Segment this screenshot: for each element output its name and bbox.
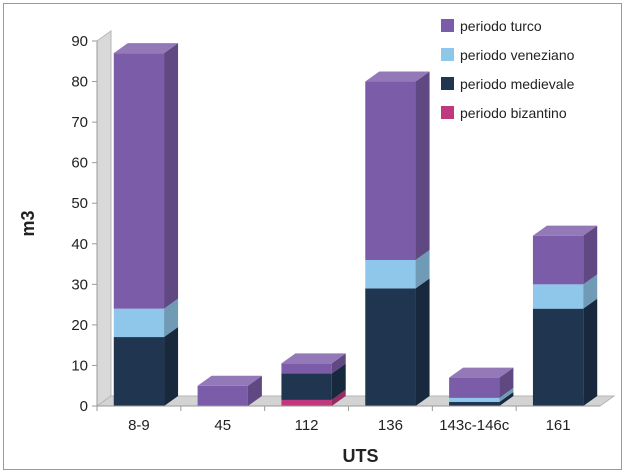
bar-segment-periodo-turco: [449, 367, 514, 398]
bar-front: [365, 260, 416, 289]
legend: periodo turco periodo veneziano periodo me…: [441, 18, 575, 121]
bar-front: [449, 401, 500, 406]
y-tick-label: 60: [71, 155, 88, 172]
y-tick-label: 40: [71, 236, 88, 253]
y-axis-ticks: 0 10 20 30 40 50 60 70 80 90: [71, 33, 97, 415]
legend-swatch: [441, 77, 454, 90]
legend-label: periodo bizantino: [460, 105, 567, 121]
bar-side: [164, 43, 179, 309]
bar-front: [113, 53, 165, 309]
bars: [113, 43, 598, 406]
bar-front: [365, 288, 416, 406]
bar-front: [281, 373, 332, 400]
legend-label: periodo medievale: [460, 76, 575, 92]
y-tick-label: 20: [71, 317, 88, 334]
bar-side: [415, 250, 430, 289]
legend-item-periodo-veneziano: periodo veneziano: [441, 47, 575, 63]
bar-segment-periodo-veneziano: [449, 387, 514, 402]
x-axis-title: UTS: [343, 446, 379, 466]
bar-front: [449, 377, 500, 398]
bar-front: [281, 363, 332, 374]
bar-stack-8-9: [113, 43, 179, 406]
bar-top: [449, 367, 514, 378]
bar-stack-161: [532, 225, 598, 406]
bar-side: [331, 353, 346, 374]
y-tick-label: 70: [71, 114, 88, 131]
bar-side: [331, 389, 346, 406]
x-axis-ticks: 8-9 45 112 136 143c-146c 161: [96, 405, 600, 434]
bar-side: [499, 387, 514, 402]
bar-front: [113, 337, 165, 406]
x-tick-label: 8-9: [128, 417, 150, 434]
bar-front: [449, 397, 500, 402]
bar-top: [365, 71, 430, 82]
bar-side: [331, 363, 346, 400]
bar-segment-periodo-bizantino: [281, 389, 346, 406]
bar-segment-periodo-medievale: [113, 327, 179, 406]
bar-top: [281, 353, 346, 364]
y-tick-label: 10: [71, 357, 88, 374]
bar-front: [532, 235, 584, 285]
x-tick-label: 112: [295, 417, 319, 434]
bar-stack-136: [365, 71, 430, 406]
bar-side: [583, 298, 598, 406]
legend-swatch: [441, 48, 454, 61]
x-tick-label: 136: [378, 417, 403, 434]
bar-front: [197, 385, 248, 406]
chart-frame: 0 10 20 30 40 50 60 70 80 90 8-9 45 112 136 143c-146c…: [3, 3, 622, 470]
bar-front: [281, 399, 332, 406]
y-tick-label: 80: [71, 74, 88, 91]
legend-label: periodo turco: [460, 18, 542, 34]
legend-swatch: [441, 19, 454, 32]
legend-item-periodo-bizantino: periodo bizantino: [441, 105, 567, 121]
bar-side: [164, 327, 179, 406]
bar-top: [532, 225, 598, 236]
bar-side: [583, 274, 598, 309]
bar-stack-112: [281, 353, 346, 406]
bar-segment-periodo-turco: [281, 353, 346, 374]
bar-top: [197, 375, 262, 386]
bar-segment-periodo-medievale: [532, 298, 598, 406]
legend-item-periodo-medievale: periodo medievale: [441, 76, 575, 92]
y-tick-label: 90: [71, 33, 88, 50]
y-tick-label: 30: [71, 276, 88, 293]
bar-side: [499, 367, 514, 398]
side-wall: [96, 30, 112, 407]
bar-segment-periodo-turco: [113, 43, 179, 309]
bar-front: [532, 284, 584, 309]
stacked-bar-chart: 0 10 20 30 40 50 60 70 80 90 8-9 45 112 136 143c-146c…: [18, 18, 616, 466]
bar-side: [583, 225, 598, 285]
bar-segment-periodo-veneziano: [113, 298, 179, 338]
x-tick-label: 45: [214, 417, 231, 434]
bar-segment-periodo-veneziano: [365, 250, 430, 289]
bar-segment-periodo-medievale: [449, 391, 514, 406]
bar-side: [247, 375, 262, 406]
legend-swatch: [441, 106, 454, 119]
x-tick-label: 143c-146c: [439, 417, 510, 434]
bar-segment-periodo-medievale: [365, 278, 430, 406]
bar-side: [164, 298, 179, 338]
y-axis-title: m3: [18, 210, 38, 236]
bar-front: [365, 81, 416, 260]
y-tick-label: 50: [71, 195, 88, 212]
legend-item-periodo-turco: periodo turco: [441, 18, 542, 34]
bar-side: [499, 391, 514, 406]
bar-segment-periodo-veneziano: [532, 274, 598, 309]
bar-side: [415, 278, 430, 406]
bar-front: [113, 308, 165, 338]
legend-label: periodo veneziano: [460, 47, 575, 63]
bar-front: [532, 308, 584, 406]
bar-side: [415, 71, 430, 260]
bar-segment-periodo-turco: [197, 375, 262, 406]
x-tick-label: 161: [546, 417, 571, 434]
y-tick-label: 0: [80, 398, 88, 415]
bar-top: [113, 43, 179, 54]
bar-segment-periodo-turco: [532, 225, 598, 285]
bar-segment-periodo-turco: [365, 71, 430, 260]
bar-stack-143c-146c: [449, 367, 514, 406]
bar-segment-periodo-medievale: [281, 363, 346, 400]
bar-stack-45: [197, 375, 262, 406]
